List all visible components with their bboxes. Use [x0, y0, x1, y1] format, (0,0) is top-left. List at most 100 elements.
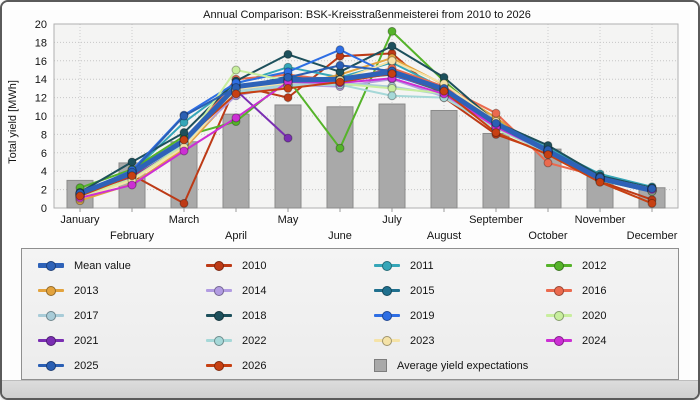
series-marker-2025 — [335, 60, 345, 70]
legend-line-swatch — [206, 359, 232, 372]
x-tick-label: June — [328, 230, 352, 242]
legend-item-2020[interactable]: 2020 — [546, 309, 678, 322]
series-marker-2016 — [543, 158, 553, 168]
series-marker-2022 — [387, 91, 397, 101]
legend-line-swatch — [38, 284, 64, 297]
legend-item-2014[interactable]: 2014 — [206, 284, 374, 297]
legend-label: 2019 — [410, 309, 435, 322]
legend-label: 2021 — [74, 334, 99, 347]
legend-line-swatch — [374, 309, 400, 322]
series-marker-2026 — [179, 135, 189, 145]
legend-label: 2016 — [582, 284, 607, 297]
series-marker-2026 — [543, 150, 553, 160]
series-marker-2026 — [75, 191, 85, 201]
x-tick-label: February — [110, 230, 155, 242]
legend-label: 2017 — [74, 309, 99, 322]
legend-item-2010[interactable]: 2010 — [206, 259, 374, 272]
legend-label: 2015 — [410, 284, 435, 297]
legend-item-2013[interactable]: 2013 — [38, 284, 206, 297]
series-marker-2026 — [595, 177, 605, 187]
x-tick-label: April — [225, 230, 247, 242]
series-marker-2010 — [283, 93, 293, 103]
legend-item-2025[interactable]: 2025 — [38, 359, 206, 372]
series-marker-2026 — [335, 77, 345, 87]
series-marker-2018 — [179, 128, 189, 138]
legend-item-2026[interactable]: 2026 — [206, 359, 374, 372]
legend-label: Average yield expectations — [397, 359, 529, 372]
x-tick-label: November — [575, 214, 626, 226]
legend-line-swatch — [546, 284, 572, 297]
legend-item-2012[interactable]: 2012 — [546, 259, 678, 272]
y-axis-label: Total yield [MWh] — [7, 80, 19, 164]
series-marker-2012 — [335, 143, 345, 153]
series-marker-2025 — [647, 184, 657, 194]
x-tick-label: August — [427, 230, 461, 242]
yield-chart: 0 2 4 6 8 10 12 14 16 18 20 January February March Apr… — [35, 19, 679, 242]
legend-line-swatch — [546, 309, 572, 322]
series-marker-2024 — [179, 146, 189, 156]
legend-line-swatch — [546, 259, 572, 272]
y-tick-label: 6 — [41, 148, 47, 160]
x-tick-label: September — [469, 214, 523, 226]
legend-line-swatch — [206, 334, 232, 347]
series-marker-2019 — [335, 45, 345, 55]
legend-label: 2014 — [242, 284, 267, 297]
legend-item-2018[interactable]: 2018 — [206, 309, 374, 322]
legend-item-2016[interactable]: 2016 — [546, 284, 678, 297]
legend-label: 2013 — [74, 284, 99, 297]
legend-wrap: Mean value 2010 2011 2012 2013 2014 2015 2016 20… — [2, 248, 698, 380]
legend-line-swatch — [374, 334, 400, 347]
avg-yield-bar — [326, 106, 354, 209]
legend-item-2022[interactable]: 2022 — [206, 334, 374, 347]
legend-line-swatch — [374, 259, 400, 272]
series-marker-2025 — [283, 72, 293, 82]
legend-label: Mean value — [74, 259, 131, 272]
legend-label: 2025 — [74, 359, 99, 372]
series-marker-2026 — [491, 128, 501, 138]
legend-item-2023[interactable]: 2023 — [374, 334, 546, 347]
y-tick-label: 2 — [41, 185, 47, 197]
y-tick-label: 8 — [41, 129, 47, 141]
legend-item-2019[interactable]: 2019 — [374, 309, 546, 322]
series-marker-2026 — [647, 198, 657, 208]
legend-item-2017[interactable]: 2017 — [38, 309, 206, 322]
legend-label: 2026 — [242, 359, 267, 372]
legend-item-2011[interactable]: 2011 — [374, 259, 546, 272]
series-marker-2020 — [231, 65, 241, 75]
series-marker-2026 — [283, 83, 293, 93]
series-marker-2026 — [439, 86, 449, 96]
legend-bar-swatch — [374, 359, 387, 372]
avg-yield-bar — [378, 103, 406, 209]
legend-line-swatch — [546, 334, 572, 347]
series-line-mean — [79, 69, 653, 196]
avg-yield-bar — [274, 104, 302, 209]
y-tick-label: 14 — [35, 74, 47, 86]
legend-label: 2024 — [582, 334, 607, 347]
x-tick-label: May — [278, 214, 299, 226]
legend-line-swatch — [38, 334, 64, 347]
legend-item-2024[interactable]: 2024 — [546, 334, 678, 347]
chart-area: Annual Comparison: BSK-Kreisstraßenmeist… — [2, 2, 698, 248]
legend-line-swatch — [206, 284, 232, 297]
legend-grid: Mean value 2010 2011 2012 2013 2014 2015 2016 20… — [22, 249, 678, 373]
x-tick-label: January — [60, 214, 100, 226]
legend-line-swatch — [206, 309, 232, 322]
x-tick-label: December — [627, 230, 678, 242]
series-marker-2020 — [387, 83, 397, 93]
series-marker-2026 — [231, 89, 241, 99]
series-marker-2018 — [283, 49, 293, 59]
series-marker-2024 — [127, 180, 137, 190]
legend-label: 2011 — [410, 259, 434, 272]
legend-line-swatch — [38, 309, 64, 322]
legend-item-average-yield-expectations[interactable]: Average yield expectations — [374, 359, 546, 372]
legend-item-mean-value[interactable]: Mean value — [38, 259, 206, 272]
legend-item-2015[interactable]: 2015 — [374, 284, 546, 297]
y-tick-label: 12 — [35, 93, 47, 105]
x-tick-label: July — [382, 214, 402, 226]
legend-item-2021[interactable]: 2021 — [38, 334, 206, 347]
series-marker-2023 — [387, 56, 397, 66]
x-tick-label: March — [169, 214, 200, 226]
series-marker-2021 — [283, 133, 293, 143]
legend-line-swatch — [38, 259, 64, 272]
